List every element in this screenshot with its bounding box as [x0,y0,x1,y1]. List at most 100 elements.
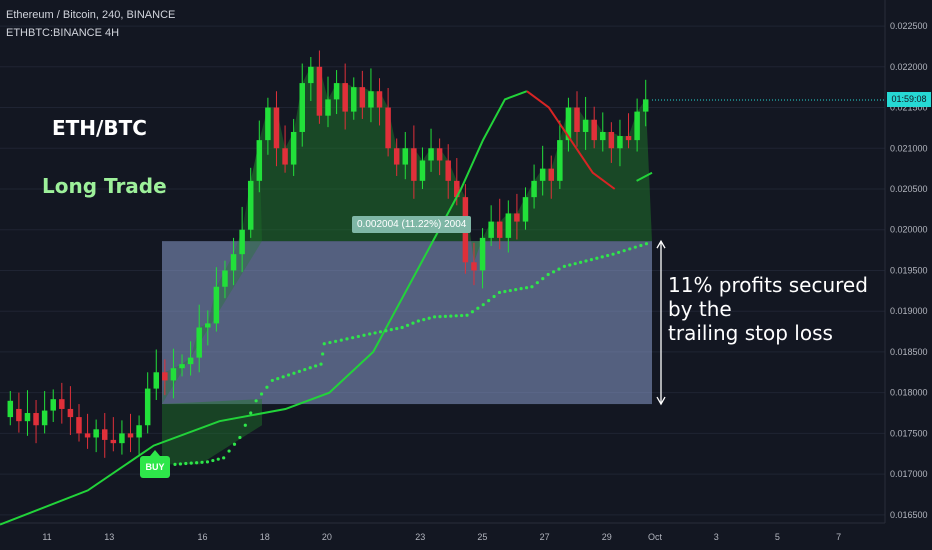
trailing-stop-dot [297,369,301,373]
trailing-stop-dot [503,289,507,294]
trailing-stop-dot [356,334,360,339]
candle-body [548,168,555,181]
trailing-stop-dot [600,255,604,259]
trailing-stop-dot [286,373,291,377]
trailing-stop-dot [195,461,199,465]
candle-body [591,119,597,141]
trailing-stop-dot [405,323,410,327]
trailing-stop-dot [243,423,247,427]
trailing-stop-dot [546,272,550,277]
x-tick-label: 7 [836,532,841,542]
candle-body [93,429,99,438]
candle-body [179,364,185,369]
candle-body [144,388,151,426]
candle-body [479,237,486,271]
trade-type-label: Long Trade [42,174,167,198]
position-box [162,241,652,405]
trailing-stop-dot [395,326,399,331]
trailing-stop-dot [303,367,307,372]
x-tick-label: 27 [540,532,550,542]
trailing-stop-dot [524,286,529,290]
candle-body [136,425,142,438]
candle-body [496,221,503,238]
trailing-stop-dot [373,331,377,335]
candle-body [522,197,529,222]
trailing-stop-dot [639,243,643,248]
trailing-stop-dot [530,285,534,289]
last-price-countdown: 01:59:08 [887,92,931,107]
candle-body [428,148,434,161]
trailing-stop-dot [481,303,485,307]
candle-body [436,148,443,161]
trailing-stop-dot [541,277,545,281]
trailing-stop-dot [454,314,458,318]
trailing-stop-dot [362,333,366,337]
candle-body [608,131,615,149]
symbol-title: Ethereum / Bitcoin, 240, BINANCE [6,9,176,21]
trailing-stop-dot [211,458,215,463]
y-tick-label: 0.018000 [890,388,928,398]
trailing-stop-dot [427,316,431,320]
candle-body [333,83,340,100]
x-tick-label: Oct [648,532,663,542]
trailing-stop-dot [200,460,204,464]
trailing-stop-dot [622,249,626,253]
trailing-stop-dot [368,332,372,336]
x-tick-label: 23 [415,532,425,542]
y-tick-label: 0.021500 [890,103,928,113]
candle-body [471,262,477,271]
candle-body [24,413,31,422]
candle-body [213,286,220,324]
candle-body [170,368,177,381]
profit-note-line: 11% profits secured [668,273,868,297]
symbol-subtitle: ETHBTC:BINANCE 4H [6,27,120,39]
x-tick-label: 20 [322,532,332,542]
candle-body [539,168,546,181]
candle-body [205,323,211,328]
candle-body [402,148,409,165]
candle-body [505,213,512,238]
trailing-stop-dot [595,256,599,260]
trailing-stop-dot [322,342,326,346]
x-tick-label: 16 [197,532,207,542]
trailing-stop-dot [270,378,274,383]
moving-average-line-up [636,171,653,182]
trailing-stop-dot [328,340,332,345]
trailing-stop-dot [351,336,355,340]
trailing-stop-dot [216,457,220,461]
x-tick-label: 18 [260,532,270,542]
candle-body [187,357,194,365]
x-tick-label: 3 [714,532,719,542]
trailing-stop-dot [238,435,242,440]
trailing-stop-dot [465,313,469,317]
candle-body [445,160,451,181]
candle-body [411,148,417,181]
trailing-stop-dot [611,252,615,256]
stop-area [162,399,262,465]
buy-signal-badge: BUY [140,450,170,478]
range-arrow-head-top [656,239,666,249]
candle-body [153,372,160,389]
trailing-stop-dot [178,462,183,466]
trailing-stop-dot [557,267,561,271]
y-tick-label: 0.019000 [890,306,928,316]
trailing-stop-dot [589,257,594,262]
trailing-stop-dot [443,314,448,318]
candle-body [368,91,374,108]
candle-body [454,180,460,198]
y-tick-label: 0.020500 [890,184,928,194]
candle-body [359,87,366,108]
y-tick-label: 0.020000 [890,225,928,235]
trailing-stop-dot [227,449,231,453]
moving-average-line-up [0,90,528,526]
trailing-stop-dot [470,310,475,314]
trailing-stop-dot [487,299,491,303]
trailing-stop-dot [334,339,338,343]
trailing-stop-dot [400,325,404,330]
moving-average-line-down [526,90,616,190]
candle-body [59,399,65,409]
candle-body [582,119,589,132]
trailing-stop-dot [422,318,426,322]
trailing-stop-dot [628,247,632,251]
